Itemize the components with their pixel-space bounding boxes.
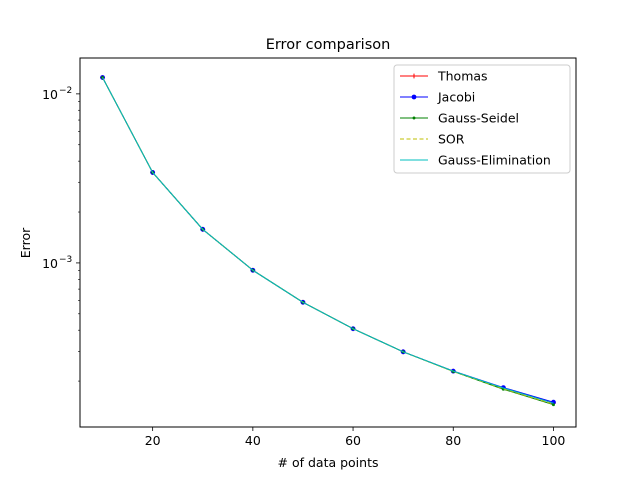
legend-item: Thomas: [400, 69, 488, 84]
series-line: [102, 77, 554, 404]
y-tick-label: 10: [42, 87, 58, 102]
legend-item: Gauss-Seidel: [400, 111, 519, 126]
point-marker: [551, 399, 556, 405]
point-marker: [411, 73, 417, 79]
plot-frame: [79, 57, 577, 428]
legend-box: [393, 64, 571, 174]
legend-item: Gauss-Elimination: [400, 153, 551, 168]
y-axis-label: Error: [18, 227, 33, 258]
chart-title: Error comparison: [266, 37, 391, 53]
y-tick-label: 10: [42, 256, 58, 271]
legend-label: Thomas: [437, 69, 488, 84]
legend-label: Gauss-Elimination: [438, 153, 551, 168]
x-tick-label: 20: [145, 433, 161, 448]
point-marker: [552, 403, 555, 407]
legend-item: SOR: [400, 132, 465, 147]
y-axis: 10−210−3: [42, 86, 80, 382]
x-tick-label: 40: [245, 433, 261, 448]
series-gauss-elimination: [102, 77, 554, 404]
x-axis: 20 40 60 80 100: [145, 427, 566, 448]
x-tick-label: 60: [345, 433, 361, 448]
point-marker: [411, 94, 417, 100]
legend-label: Gauss-Seidel: [438, 111, 519, 126]
point-marker: [412, 116, 416, 120]
x-axis-label: # of data points: [278, 455, 379, 470]
y-tick-exponent: −2: [59, 86, 72, 96]
series-layer: [100, 75, 556, 407]
legend: Thomas Jacobi Gauss-Seidel SOR Gauss-Elimina…: [393, 64, 571, 174]
x-tick-label: 80: [445, 433, 461, 448]
legend-label: Jacobi: [437, 90, 475, 105]
legend-item: Jacobi: [400, 90, 475, 105]
x-tick-label: 100: [542, 433, 566, 448]
y-tick-exponent: −3: [59, 255, 72, 265]
legend-label: SOR: [438, 132, 465, 147]
